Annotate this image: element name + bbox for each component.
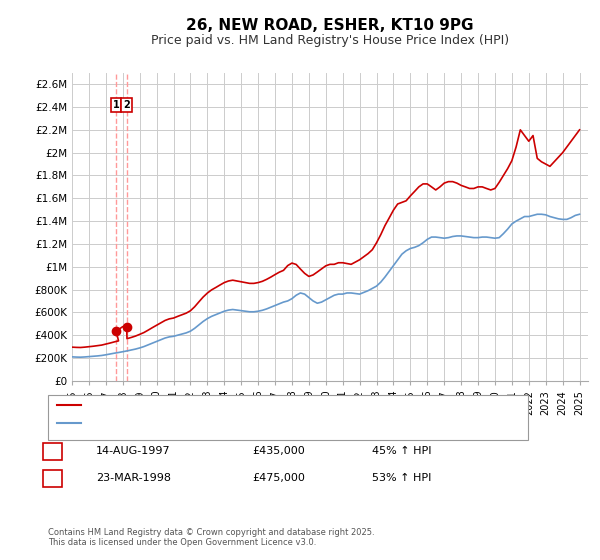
Text: Contains HM Land Registry data © Crown copyright and database right 2025.
This d: Contains HM Land Registry data © Crown c… (48, 528, 374, 547)
Text: 53% ↑ HPI: 53% ↑ HPI (372, 473, 431, 483)
Text: 2: 2 (123, 100, 130, 110)
Text: 26, NEW ROAD, ESHER, KT10 9PG: 26, NEW ROAD, ESHER, KT10 9PG (186, 18, 474, 32)
Text: HPI: Average price, detached house, Elmbridge: HPI: Average price, detached house, Elmb… (87, 418, 333, 428)
Text: 1: 1 (113, 100, 119, 110)
Text: Price paid vs. HM Land Registry's House Price Index (HPI): Price paid vs. HM Land Registry's House … (151, 34, 509, 47)
Text: 14-AUG-1997: 14-AUG-1997 (96, 446, 170, 456)
Text: 26, NEW ROAD, ESHER, KT10 9PG (detached house): 26, NEW ROAD, ESHER, KT10 9PG (detached … (87, 400, 357, 410)
Text: 1: 1 (49, 446, 56, 456)
Text: £435,000: £435,000 (252, 446, 305, 456)
Text: 2: 2 (49, 473, 56, 483)
Text: 45% ↑ HPI: 45% ↑ HPI (372, 446, 431, 456)
Text: £475,000: £475,000 (252, 473, 305, 483)
Text: 23-MAR-1998: 23-MAR-1998 (96, 473, 171, 483)
